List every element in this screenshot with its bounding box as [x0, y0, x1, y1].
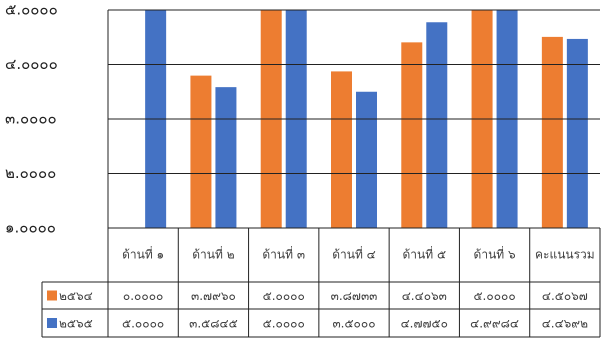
- bar: [566, 38, 588, 228]
- x-tick-label: ด้านที่ ๑: [122, 246, 164, 262]
- data-table-value: ๕.๐๐๐๐: [263, 317, 305, 331]
- bar: [541, 36, 563, 228]
- legend-label: ๒๕๖๕: [59, 317, 93, 331]
- y-tick-label: ๑.๐๐๐๐: [5, 219, 56, 237]
- data-table-value: ๓.๘๗๓๓: [331, 289, 378, 303]
- x-tick-label: ด้านที่ ๕: [403, 246, 447, 262]
- bar: [215, 87, 237, 228]
- bar: [401, 42, 423, 228]
- x-tick-label: ด้านที่ ๒: [192, 246, 234, 262]
- bar: [331, 71, 352, 228]
- x-tick-label: คะแนนรวม: [535, 248, 595, 262]
- data-table-value: ๔.๕๐๖๗: [542, 289, 588, 303]
- legend-swatch: [47, 290, 57, 301]
- y-tick-label: ๓.๐๐๐๐: [5, 110, 57, 128]
- data-table-value: ๔.๔๖๙๒: [542, 317, 588, 331]
- x-tick-label: ด้านที่ ๓: [262, 246, 305, 262]
- data-table-value: ๕.๐๐๐๐: [263, 289, 305, 303]
- x-tick-label: ด้านที่ ๖: [474, 246, 516, 262]
- data-table-value: ๐.๐๐๐๐: [123, 289, 163, 303]
- y-tick-label: ๒.๐๐๐๐: [5, 164, 56, 182]
- data-table-value: ๕.๐๐๐๐: [122, 317, 164, 331]
- x-tick-label: ด้านที่ ๔: [332, 246, 376, 262]
- legend-label: ๒๕๖๔: [59, 289, 93, 303]
- data-table-value: ๓.๕๘๔๕: [189, 317, 238, 331]
- data-table-value: ๓.๕๐๐๐: [332, 317, 375, 331]
- bar: [356, 91, 377, 228]
- y-tick-label: ๔.๐๐๐๐: [5, 55, 58, 73]
- data-table-value: ๔.๗๗๕๐: [401, 317, 448, 331]
- bar: [190, 75, 212, 228]
- data-table-value: ๕.๐๐๐๐: [473, 289, 515, 303]
- data-table-value: ๓.๗๙๖๐: [191, 289, 236, 303]
- data-table-value: ๔.๔๐๖๓: [402, 289, 447, 303]
- bar-area: [145, 10, 588, 228]
- bar: [426, 22, 448, 228]
- y-tick-label: ๕.๐๐๐๐: [5, 1, 58, 19]
- legend-swatch: [47, 318, 57, 328]
- data-table-value: ๔.๙๙๘๔: [470, 317, 519, 331]
